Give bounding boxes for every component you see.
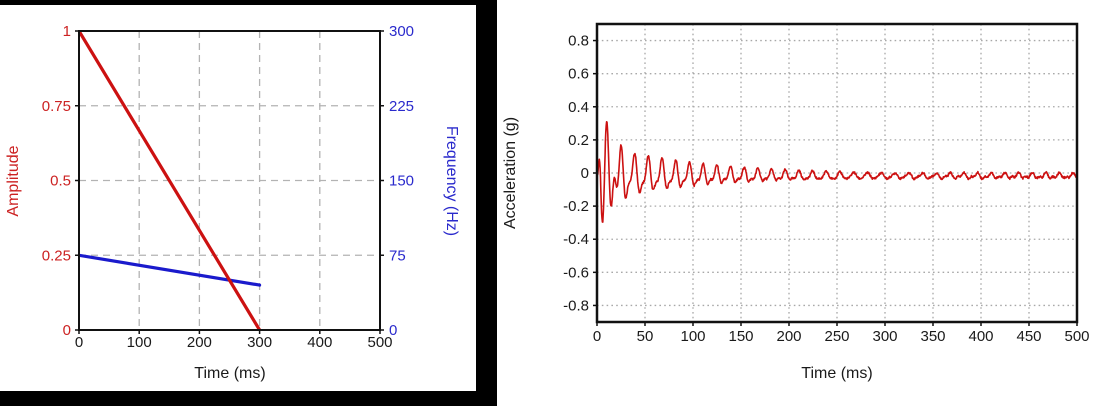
y-tick-label: 1 <box>63 23 71 40</box>
tick-labels: 0 100 200 300 400 50000.250.50.75107515022530… <box>42 23 414 351</box>
y-tick-label: -0.2 <box>563 198 589 215</box>
response-chart-svg: Acceleration (g) Time (ms) 0 50 100 150 200 2… <box>502 22 1090 382</box>
plot-border <box>595 22 1079 324</box>
x-tick-label: 250 <box>824 328 849 345</box>
acceleration-axis-title: Acceleration (g) <box>502 117 519 229</box>
response-time-axis-title: Time (ms) <box>801 365 872 382</box>
series-layer <box>597 121 1077 223</box>
x-tick-label: 0 <box>593 328 601 345</box>
x-tick-label: 500 <box>367 334 392 351</box>
y-tick-label: 0.8 <box>568 33 589 50</box>
y-tick-label: -0.8 <box>563 297 589 314</box>
right-y-tick-label: 150 <box>389 173 414 190</box>
right-y-tick-label: 300 <box>389 23 414 40</box>
grid <box>597 24 1077 322</box>
y-tick-label: -0.6 <box>563 264 589 281</box>
grid <box>79 31 380 330</box>
x-tick-label: 100 <box>127 334 152 351</box>
x-tick-label: 200 <box>776 328 801 345</box>
x-tick-label: 500 <box>1064 328 1089 345</box>
excitation-chart-svg: Amplitude Frequency (Hz) Time (ms) 0 100 2… <box>5 23 460 382</box>
x-tick-label: 300 <box>872 328 897 345</box>
series-layer <box>79 31 262 330</box>
plot-border <box>78 30 381 331</box>
tick-labels: 0 50 100 150 200 250 300 350 400 450 500 0.8 0.6 0.4 0… <box>563 33 1089 345</box>
x-tick-label: 300 <box>247 334 272 351</box>
series-acceleration <box>597 121 1077 223</box>
excitation-chart-area: Amplitude Frequency (Hz) Time (ms) 0 100 2… <box>0 5 476 391</box>
series-amplitude <box>79 31 262 330</box>
y-tick-label: 0.2 <box>568 132 589 149</box>
axis-ticks <box>75 30 384 334</box>
x-tick-label: 450 <box>1016 328 1041 345</box>
series-frequency <box>79 253 262 287</box>
right-y-tick-label: 225 <box>389 98 414 115</box>
amplitude-axis-title: Amplitude <box>5 145 22 216</box>
response-chart-area: Acceleration (g) Time (ms) 0 50 100 150 200 2… <box>497 0 1098 406</box>
excitation-chart-frame: Amplitude Frequency (Hz) Time (ms) 0 100 2… <box>0 0 497 406</box>
x-tick-label: 50 <box>637 328 654 345</box>
x-tick-label: 0 <box>75 334 83 351</box>
y-tick-label: 0.75 <box>42 98 71 115</box>
x-tick-label: 400 <box>307 334 332 351</box>
right-y-tick-label: 75 <box>389 247 406 264</box>
y-tick-label: 0 <box>63 322 71 339</box>
y-tick-label: 0 <box>581 165 589 182</box>
right-y-tick-label: 0 <box>389 322 397 339</box>
y-tick-label: 0.4 <box>568 99 589 116</box>
frequency-axis-title: Frequency (Hz) <box>443 126 460 236</box>
y-tick-label: 0.25 <box>42 247 71 264</box>
y-tick-label: 0.5 <box>50 173 71 190</box>
y-tick-label: -0.4 <box>563 231 589 248</box>
y-tick-label: 0.6 <box>568 66 589 83</box>
x-tick-label: 150 <box>728 328 753 345</box>
x-tick-label: 200 <box>187 334 212 351</box>
x-tick-label: 350 <box>920 328 945 345</box>
excitation-time-axis-title: Time (ms) <box>194 365 265 382</box>
x-tick-label: 100 <box>680 328 705 345</box>
x-tick-label: 400 <box>968 328 993 345</box>
